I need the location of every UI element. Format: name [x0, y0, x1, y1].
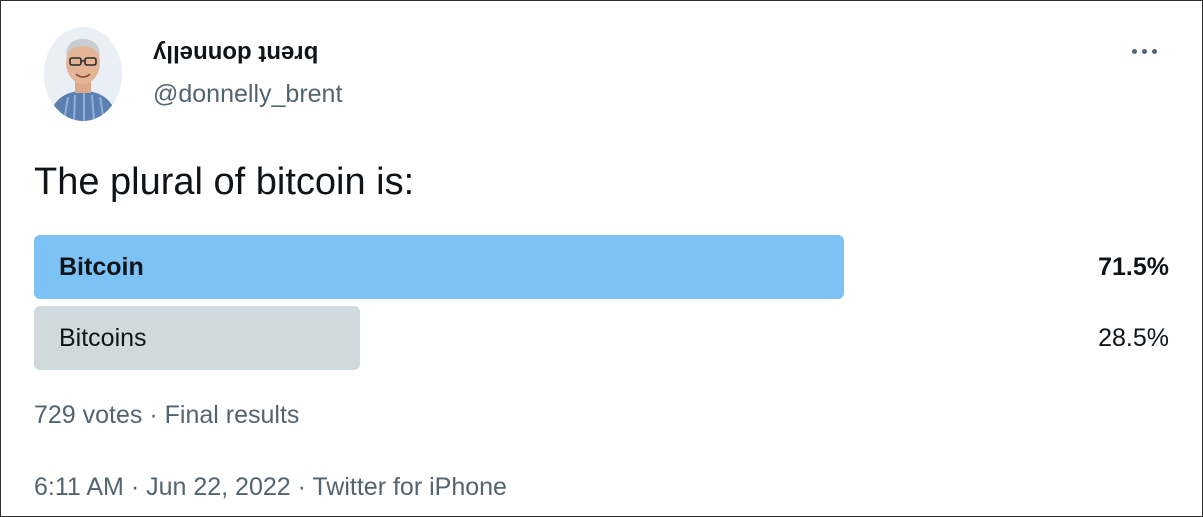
more-options-button[interactable]: [1124, 41, 1164, 61]
poll-result-bar: [34, 235, 844, 299]
user-handle[interactable]: @donnelly_brent: [153, 80, 343, 108]
poll-option-percent: 71.5%: [1098, 253, 1169, 281]
tweet-text: The plural of bitcoin is:: [34, 161, 415, 203]
display-name[interactable]: brent donnelly: [153, 40, 319, 67]
poll-option-label: Bitcoin: [59, 253, 144, 281]
avatar[interactable]: [44, 27, 122, 121]
more-horizontal-icon: [1141, 48, 1147, 54]
more-horizontal-icon: [1131, 48, 1137, 54]
poll-option-bitcoins: Bitcoins 28.5%: [34, 306, 1169, 370]
more-horizontal-icon: [1151, 48, 1157, 54]
poll-option-percent: 28.5%: [1098, 324, 1169, 352]
tweet-timestamp[interactable]: 6:11 AM · Jun 22, 2022 · Twitter for iPh…: [34, 473, 507, 501]
poll-option-bitcoin: Bitcoin 71.5%: [34, 235, 1169, 299]
poll-option-label: Bitcoins: [59, 324, 147, 352]
poll-summary: 729 votes · Final results: [34, 401, 300, 429]
poll-result-bar: [34, 306, 360, 370]
